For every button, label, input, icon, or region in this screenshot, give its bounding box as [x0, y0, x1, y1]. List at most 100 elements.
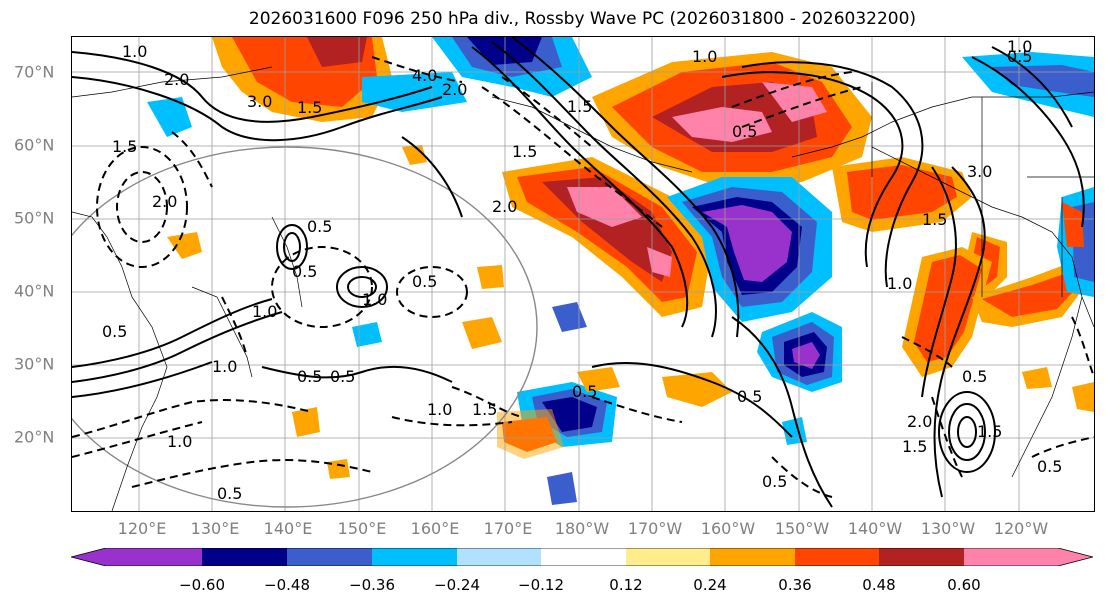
- colorbar-segment: [710, 548, 795, 566]
- colorbar-segment: [287, 548, 372, 566]
- fill-positive: [662, 372, 732, 407]
- fill-negative: [552, 302, 587, 332]
- fill-negative: [147, 97, 192, 137]
- contour-label: 1.5: [977, 422, 1002, 441]
- fill-positive: [982, 272, 1082, 317]
- fill-positive: [327, 459, 350, 479]
- contour-label: 0.5: [297, 367, 322, 386]
- colorbar-tick-label: −0.12: [518, 576, 564, 594]
- fill-positive: [847, 165, 957, 220]
- map-canvas: 1.0 2.0 3.0 1.5 4.0 2.0 1.5 3.0 1.0 0.5 …: [72, 37, 1094, 511]
- latitude-label: 30°N: [14, 354, 55, 374]
- fill-positive: [567, 187, 642, 227]
- colorbar-tick-label: 0.12: [609, 576, 643, 594]
- contour-label: 1.0: [252, 302, 277, 321]
- longitude-label: 160°E: [410, 519, 460, 538]
- colorbar-segment: [964, 548, 1093, 566]
- colorbar-tick-label: 0.36: [778, 576, 812, 594]
- contour-label: 1.0: [362, 290, 387, 309]
- fill-positive: [307, 37, 367, 67]
- fill-negative: [702, 205, 792, 282]
- longitude-label: 120°W: [993, 519, 1049, 538]
- longitude-label: 140°E: [263, 519, 313, 538]
- contour-label: 0.5: [962, 367, 987, 386]
- divergence-fill-layer: [147, 37, 1094, 505]
- fill-positive: [477, 265, 504, 289]
- contour-label: 4.0: [412, 66, 437, 85]
- contour-label: 1.0: [212, 357, 237, 376]
- contour-label: 1.0: [887, 274, 912, 293]
- fill-positive: [1062, 202, 1084, 247]
- contour-label: 2.0: [442, 80, 467, 99]
- colorbar: [71, 548, 1093, 566]
- latitude-label: 70°N: [14, 62, 55, 82]
- longitude-label: 150°E: [337, 519, 387, 538]
- fill-positive: [402, 145, 427, 165]
- fill-negative: [542, 397, 597, 432]
- colorbar-segment: [372, 548, 457, 566]
- colorbar-tick-label: −0.60: [179, 576, 225, 594]
- colorbar-tick-label: −0.48: [264, 576, 310, 594]
- contour-label: 0.5: [412, 272, 437, 291]
- contour-label: 1.0: [692, 47, 717, 66]
- latitude-label: 20°N: [14, 427, 55, 447]
- latitude-label: 40°N: [14, 281, 55, 301]
- longitude-label: 140°W: [847, 519, 903, 538]
- colorbar-segment: [879, 548, 964, 566]
- latitude-label: 50°N: [14, 208, 55, 228]
- fill-positive: [762, 82, 827, 122]
- contour-label: 0.5: [292, 262, 317, 281]
- region-circle: [72, 146, 538, 508]
- colorbar-tick-label: 0.48: [862, 576, 896, 594]
- contour-label: 0.5: [102, 322, 127, 341]
- colorbar-segment: [795, 548, 879, 566]
- contour-label: 1.0: [167, 432, 192, 451]
- longitude-label: 130°E: [190, 519, 240, 538]
- longitude-label: 130°W: [920, 519, 976, 538]
- contour-label: 2.0: [164, 70, 189, 89]
- positive-contours: [72, 37, 1085, 508]
- longitude-label: 120°E: [117, 519, 167, 538]
- contour-label: 0.5: [307, 217, 332, 236]
- latitude-label: 60°N: [14, 135, 55, 155]
- longitude-label: 150°W: [774, 519, 830, 538]
- colorbar-tick-label: −0.24: [434, 576, 480, 594]
- contour-label: 0.5: [732, 122, 757, 141]
- contour-label: 0.5: [1007, 47, 1032, 66]
- map-plot-area: 1.0 2.0 3.0 1.5 4.0 2.0 1.5 3.0 1.0 0.5 …: [71, 36, 1095, 512]
- colorbar-tick-label: 0.24: [693, 576, 727, 594]
- fill-positive: [577, 367, 620, 392]
- contour-label: 1.5: [922, 210, 947, 229]
- contour-label: 1.5: [472, 400, 497, 419]
- contour-label: 1.5: [902, 437, 927, 456]
- fill-positive: [497, 409, 564, 459]
- colorbar-segment: [626, 548, 710, 566]
- contour-label: 1.0: [122, 42, 147, 61]
- fill-positive: [1072, 382, 1094, 412]
- colorbar-segment: [457, 548, 541, 566]
- fill-positive: [462, 317, 502, 349]
- fill-negative: [352, 322, 382, 347]
- colorbar-segment: [71, 548, 202, 566]
- contour-label: 1.0: [1007, 37, 1032, 56]
- colorbar-segment: [541, 548, 626, 566]
- fill-positive: [914, 255, 982, 362]
- colorbar-segment: [202, 548, 287, 566]
- longitude-label: 160°W: [700, 519, 756, 538]
- fill-positive: [647, 247, 672, 277]
- contour-label: 1.5: [512, 142, 537, 161]
- colorbar-tick-label: 0.60: [947, 576, 981, 594]
- contour-label: 0.5: [330, 367, 355, 386]
- contour-label: 2.0: [492, 197, 517, 216]
- longitude-label: 170°E: [483, 519, 533, 538]
- contour-label: 1.0: [427, 400, 452, 419]
- fill-positive: [672, 107, 772, 142]
- colorbar-tick-label: −0.36: [349, 576, 395, 594]
- contour-label: 3.0: [247, 92, 272, 111]
- contour-label: 1.5: [112, 137, 137, 156]
- fill-negative: [992, 65, 1094, 97]
- fill-negative: [547, 472, 577, 505]
- contour-label: 0.5: [1037, 457, 1062, 476]
- contour-label: 0.5: [572, 382, 597, 401]
- contour-label-layer: 1.0 2.0 3.0 1.5 4.0 2.0 1.5 3.0 1.0 0.5 …: [102, 37, 1062, 503]
